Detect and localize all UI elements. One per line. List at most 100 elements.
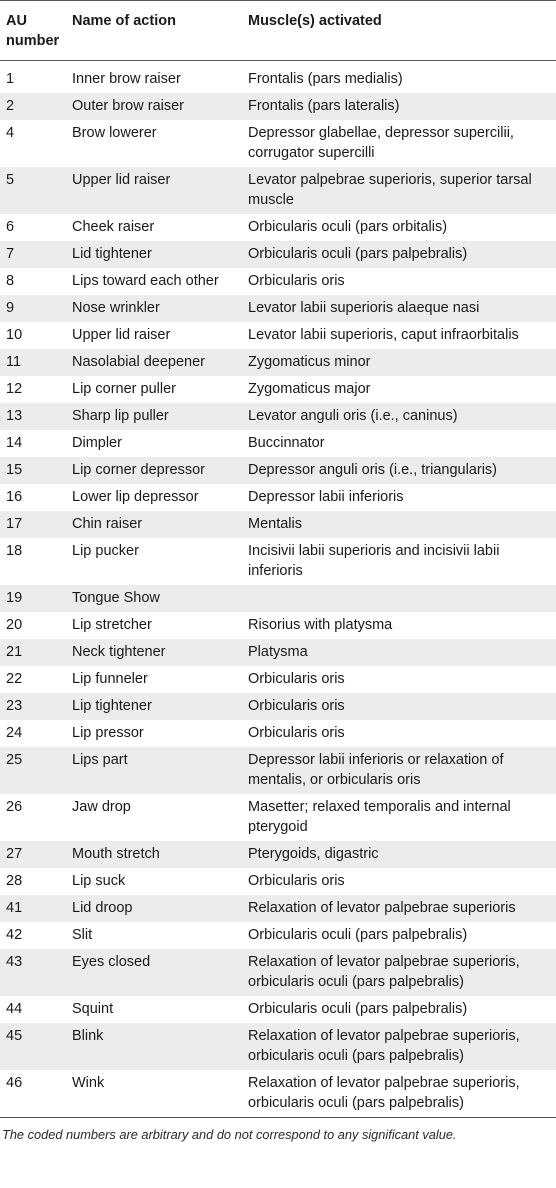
muscle-cell: Depressor labii inferioris — [248, 489, 404, 505]
table-row: 46 Wink Relaxation of levator palpebrae su… — [0, 1070, 556, 1117]
table-bottom-rule — [0, 1117, 556, 1118]
action-name-cell: Sharp lip puller — [72, 408, 169, 424]
muscle-cell: Levator labii superioris alaeque nasi — [248, 300, 480, 316]
action-name-cell: Lip suck — [72, 873, 126, 889]
muscle-cell: Relaxation of levator palpebrae superior… — [248, 1028, 520, 1064]
table-row: 12 Lip corner puller Zygomaticus major — [0, 376, 556, 403]
table-row: 44 Squint Orbicularis oculi (pars palpebra… — [0, 996, 556, 1023]
table-row: 8 Lips toward each other Orbicularis oris — [0, 268, 556, 295]
table-row: 22 Lip funneler Orbicularis oris — [0, 666, 556, 693]
table-row: 21 Neck tightener Platysma — [0, 639, 556, 666]
muscle-cell: Zygomaticus minor — [248, 354, 371, 370]
action-name-cell: Chin raiser — [72, 516, 143, 532]
au-number-cell: 9 — [6, 300, 15, 316]
action-name-cell: Nose wrinkler — [72, 300, 160, 316]
action-name-cell: Dimpler — [72, 435, 122, 451]
muscle-cell: Zygomaticus major — [248, 381, 371, 397]
au-number-cell: 18 — [6, 543, 23, 559]
action-name-cell: Lip stretcher — [72, 617, 152, 633]
table-row: 7 Lid tightener Orbicularis oculi (pars pa… — [0, 241, 556, 268]
muscle-cell: Depressor labii inferioris or relaxation… — [248, 752, 504, 788]
header-au-number: AU number — [6, 13, 60, 49]
au-number-cell: 10 — [6, 327, 23, 343]
table-row: 25 Lips part Depressor labii inferioris or… — [0, 747, 556, 794]
action-name-cell: Upper lid raiser — [72, 172, 171, 188]
au-number-cell: 44 — [6, 1001, 23, 1017]
action-name-cell: Lips toward each other — [72, 273, 219, 289]
au-number-cell: 7 — [6, 246, 15, 262]
muscle-cell: Orbicularis oculi (pars palpebralis) — [248, 1001, 468, 1017]
muscle-cell: Relaxation of levator palpebrae superior… — [248, 954, 520, 990]
table-top-rule — [0, 0, 556, 1]
action-name-cell: Tongue Show — [72, 590, 160, 606]
table-row: 19 Tongue Show — [0, 585, 556, 612]
table-row: 41 Lid droop Relaxation of levator palpebr… — [0, 895, 556, 922]
header-bottom-rule — [0, 60, 556, 61]
action-name-cell: Lid tightener — [72, 246, 152, 262]
table-row: 20 Lip stretcher Risorius with platysma — [0, 612, 556, 639]
muscle-cell: Relaxation of levator palpebrae superior… — [248, 900, 516, 916]
table-row: 10 Upper lid raiser Levator labii superior… — [0, 322, 556, 349]
au-number-cell: 26 — [6, 799, 23, 815]
muscle-cell: Levator palpebrae superioris, superior t… — [248, 172, 532, 208]
au-number-cell: 13 — [6, 408, 23, 424]
table-header: AU number Name of action Muscle(s) activ… — [0, 1, 556, 60]
table-row: 17 Chin raiser Mentalis — [0, 511, 556, 538]
au-number-cell: 4 — [6, 125, 15, 141]
action-name-cell: Upper lid raiser — [72, 327, 171, 343]
au-number-cell: 15 — [6, 462, 23, 478]
table-row: 5 Upper lid raiser Levator palpebrae super… — [0, 167, 556, 214]
action-name-cell: Jaw drop — [72, 799, 131, 815]
action-name-cell: Neck tightener — [72, 644, 166, 660]
action-name-cell: Inner brow raiser — [72, 71, 181, 87]
action-name-cell: Outer brow raiser — [72, 98, 185, 114]
muscle-cell: Risorius with platysma — [248, 617, 393, 633]
table-row: 4 Brow lowerer Depressor glabellae, depres… — [0, 120, 556, 167]
au-number-cell: 17 — [6, 516, 23, 532]
header-name-of-action: Name of action — [72, 13, 176, 29]
au-number-cell: 21 — [6, 644, 23, 660]
action-name-cell: Squint — [72, 1001, 114, 1017]
action-name-cell: Blink — [72, 1028, 104, 1044]
table-row: 43 Eyes closed Relaxation of levator palpe… — [0, 949, 556, 996]
au-number-cell: 5 — [6, 172, 15, 188]
au-number-cell: 23 — [6, 698, 23, 714]
action-name-cell: Lip corner puller — [72, 381, 176, 397]
action-name-cell: Lip tightener — [72, 698, 152, 714]
action-name-cell: Lips part — [72, 752, 128, 768]
au-number-cell: 24 — [6, 725, 23, 741]
table-row: 18 Lip pucker Incisivii labii superioris a… — [0, 538, 556, 585]
table-row: 6 Cheek raiser Orbicularis oculi (pars orb… — [0, 214, 556, 241]
au-number-cell: 41 — [6, 900, 23, 916]
action-name-cell: Cheek raiser — [72, 219, 155, 235]
muscle-cell: Incisivii labii superioris and incisivii… — [248, 543, 500, 579]
au-number-cell: 20 — [6, 617, 23, 633]
muscle-cell: Orbicularis oculi (pars orbitalis) — [248, 219, 448, 235]
muscle-cell — [248, 588, 548, 608]
table-row: 27 Mouth stretch Pterygoids, digastric — [0, 841, 556, 868]
au-number-cell: 43 — [6, 954, 23, 970]
action-name-cell: Wink — [72, 1075, 105, 1091]
table-row: 45 Blink Relaxation of levator palpebrae s… — [0, 1023, 556, 1070]
au-number-cell: 6 — [6, 219, 15, 235]
muscle-cell: Frontalis (pars medialis) — [248, 71, 403, 87]
action-name-cell: Lip funneler — [72, 671, 148, 687]
au-number-cell: 2 — [6, 98, 15, 114]
table-footnote: The coded numbers are arbitrary and do n… — [2, 1127, 457, 1142]
muscle-cell: Masetter; relaxed temporalis and interna… — [248, 799, 511, 835]
au-number-cell: 25 — [6, 752, 23, 768]
muscle-cell: Mentalis — [248, 516, 302, 532]
action-name-cell: Slit — [72, 927, 93, 943]
header-muscles-activated: Muscle(s) activated — [248, 13, 382, 29]
muscle-cell: Depressor anguli oris (i.e., triangulari… — [248, 462, 498, 478]
table-body: 1 Inner brow raiser Frontalis (pars medial… — [0, 61, 556, 1117]
action-name-cell: Nasolabial deepener — [72, 354, 206, 370]
au-number-cell: 22 — [6, 671, 23, 687]
au-number-cell: 28 — [6, 873, 23, 889]
muscle-cell: Levator labii superioris, caput infraorb… — [248, 327, 519, 343]
au-number-cell: 19 — [6, 590, 23, 606]
table-row: 15 Lip corner depressor Depressor anguli o… — [0, 457, 556, 484]
muscle-cell: Orbicularis oris — [248, 671, 345, 687]
muscle-cell: Buccinnator — [248, 435, 325, 451]
action-name-cell: Mouth stretch — [72, 846, 160, 862]
